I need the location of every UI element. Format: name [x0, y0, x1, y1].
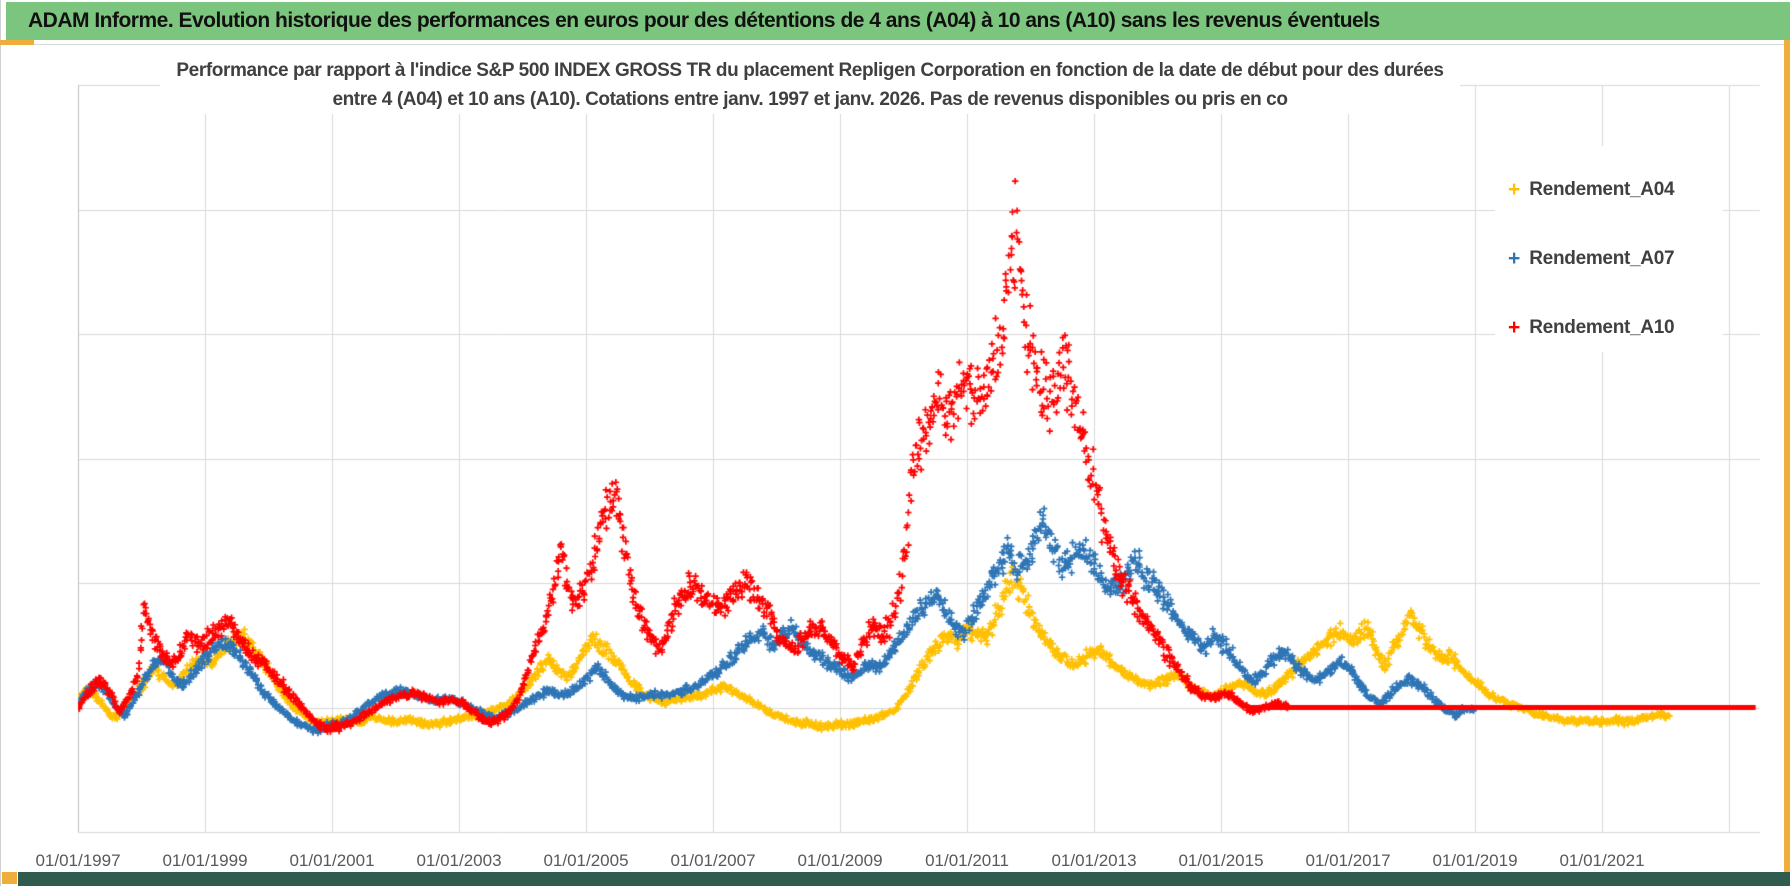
chart-title-line2: entre 4 (A04) et 10 ans (A10). Cotations… [332, 89, 1288, 110]
x-tick-label: 01/01/2015 [1178, 851, 1264, 870]
legend-item-Rendement_A10[interactable]: + Rendement_A10 [1508, 314, 1718, 342]
legend-label: Rendement_A04 [1529, 179, 1675, 200]
x-tick-label: 01/01/2003 [416, 851, 502, 870]
legend-item-Rendement_A07[interactable]: + Rendement_A07 [1508, 245, 1718, 273]
x-tick-label: 01/01/1997 [35, 851, 121, 870]
legend-marker-icon: + [1508, 247, 1521, 270]
x-tick-label: 01/01/2001 [289, 851, 375, 870]
legend-label: Rendement_A10 [1529, 317, 1675, 338]
x-tick-label: 01/01/2011 [925, 851, 1009, 870]
x-tick-label: 01/01/2009 [797, 851, 883, 870]
legend-item-Rendement_A04[interactable]: + Rendement_A04 [1508, 176, 1718, 204]
legend-marker-icon: + [1508, 316, 1521, 339]
x-tick-label: 01/01/2007 [670, 851, 756, 870]
x-tick-label: 01/01/2021 [1559, 851, 1645, 870]
x-tick-label: 01/01/2019 [1432, 851, 1518, 870]
chart-title[interactable]: Performance par rapport à l'indice S&P 5… [160, 56, 1460, 114]
legend-label: Rendement_A07 [1529, 248, 1675, 269]
x-tick-label: 01/01/1999 [162, 851, 248, 870]
x-tick-label: 01/01/2005 [543, 851, 629, 870]
chart-title-line1: Performance par rapport à l'indice S&P 5… [176, 60, 1444, 81]
x-tick-label: 01/01/2017 [1305, 851, 1391, 870]
x-tick-label: 01/01/2013 [1051, 851, 1137, 870]
legend-marker-icon: + [1508, 178, 1521, 201]
chart-legend[interactable]: + Rendement_A04 + Rendement_A07 + Rendement_A… [1495, 146, 1723, 352]
